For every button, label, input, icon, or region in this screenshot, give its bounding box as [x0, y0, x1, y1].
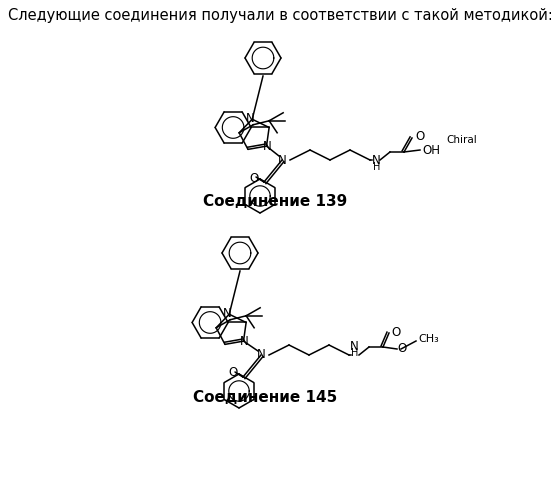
- Text: N: N: [371, 154, 380, 166]
- Text: CH₃: CH₃: [418, 334, 439, 344]
- Text: N: N: [223, 306, 231, 320]
- Text: N: N: [257, 348, 266, 362]
- Text: H: H: [374, 162, 381, 172]
- Text: O: O: [415, 130, 424, 143]
- Text: N: N: [246, 112, 255, 124]
- Text: Следующие соединения получали в соответствии с такой методикой:: Следующие соединения получали в соответс…: [8, 8, 551, 23]
- Text: O: O: [228, 366, 237, 380]
- Text: O: O: [397, 342, 406, 355]
- Text: N: N: [350, 340, 358, 353]
- Text: N: N: [263, 140, 272, 152]
- Text: N: N: [240, 334, 249, 347]
- Text: O: O: [250, 172, 258, 184]
- Text: H: H: [352, 348, 359, 358]
- Text: O: O: [391, 326, 400, 338]
- Text: Chiral: Chiral: [447, 135, 477, 145]
- Text: N: N: [278, 154, 287, 166]
- Text: OH: OH: [422, 144, 440, 156]
- Text: Соединение 145: Соединение 145: [193, 390, 337, 406]
- Text: Соединение 139: Соединение 139: [203, 194, 347, 210]
